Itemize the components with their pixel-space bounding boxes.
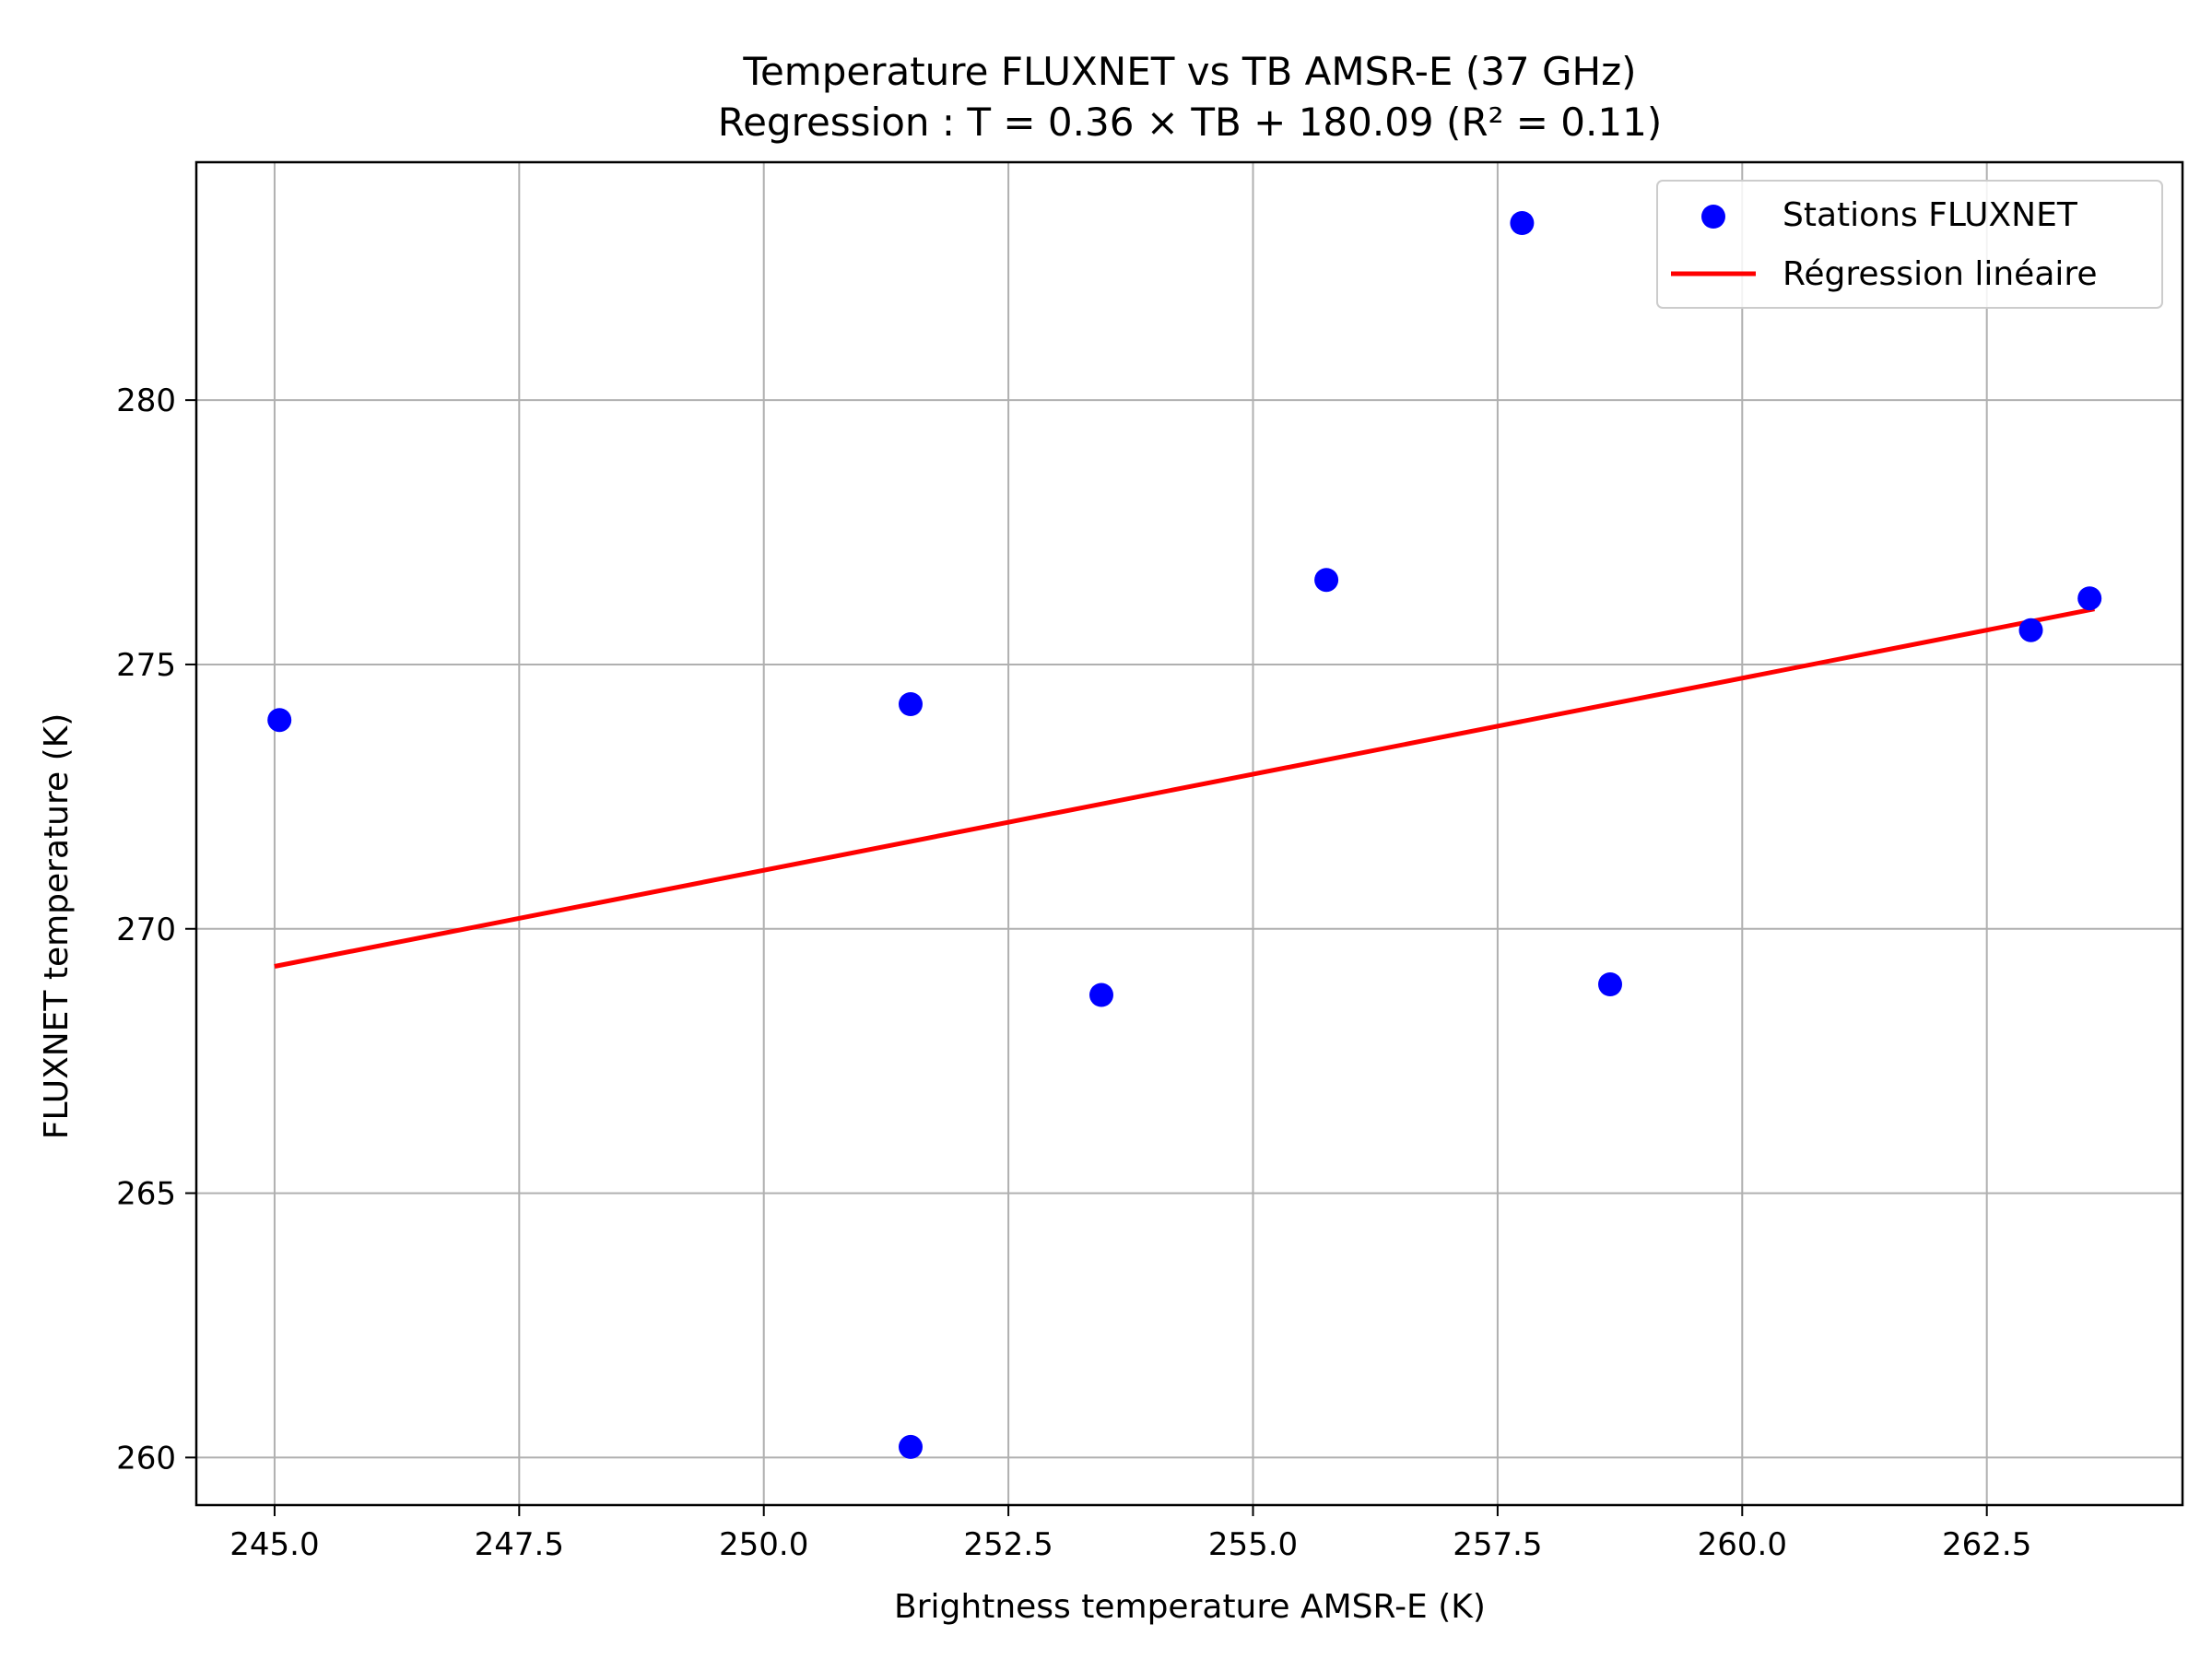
scatter-point	[1314, 568, 1339, 593]
x-tick-label: 245.0	[229, 1526, 319, 1563]
x-tick-label: 247.5	[475, 1526, 564, 1563]
scatter-point	[1089, 982, 1113, 1007]
y-tick-label: 270	[116, 912, 176, 948]
x-tick-label: 250.0	[719, 1526, 808, 1563]
x-tick-label: 257.5	[1453, 1526, 1542, 1563]
x-axis-ticks: 245.0 247.5 250.0 252.5 255.0 257.5 260.0 262.5	[229, 1505, 2031, 1563]
y-axis-label: FLUXNET temperature (K)	[38, 713, 76, 1140]
scatter-point	[2018, 618, 2043, 642]
y-axis-ticks: 260 265 270 275 280	[116, 382, 196, 1477]
chart-subtitle: Regression : T = 0.36 × TB + 180.09 (R² …	[718, 100, 1662, 145]
y-tick-label: 260	[116, 1440, 176, 1477]
legend-label-stations: Stations FLUXNET	[1783, 196, 2078, 234]
x-tick-label: 252.5	[963, 1526, 1053, 1563]
grid-lines	[196, 162, 2183, 1505]
x-axis-label: Brightness temperature AMSR-E (K)	[894, 1588, 1486, 1626]
x-tick-label: 260.0	[1698, 1526, 1787, 1563]
series-layer	[267, 211, 2102, 1459]
x-tick-label: 255.0	[1208, 1526, 1298, 1563]
legend: Stations FLUXNET Régression linéaire	[1656, 180, 2163, 309]
y-tick-label: 265	[116, 1176, 176, 1213]
scatter-point	[1510, 211, 1535, 235]
legend-scatter-marker	[1701, 205, 1725, 229]
scatter-point	[899, 1434, 923, 1459]
y-tick-label: 275	[116, 647, 176, 684]
x-tick-label: 262.5	[1942, 1526, 2031, 1563]
chart-title: Temperature FLUXNET vs TB AMSR-E (37 GHz…	[742, 49, 1636, 94]
scatter-point	[267, 708, 292, 733]
scatter-point	[2077, 586, 2102, 611]
regression-line	[274, 606, 2095, 969]
scatter-point	[1598, 972, 1622, 996]
legend-box	[1656, 180, 2163, 309]
scatter-point	[899, 692, 923, 716]
plot-frame	[194, 160, 2184, 1507]
y-tick-label: 280	[116, 382, 176, 419]
legend-label-regression: Régression linéaire	[1783, 255, 2098, 293]
